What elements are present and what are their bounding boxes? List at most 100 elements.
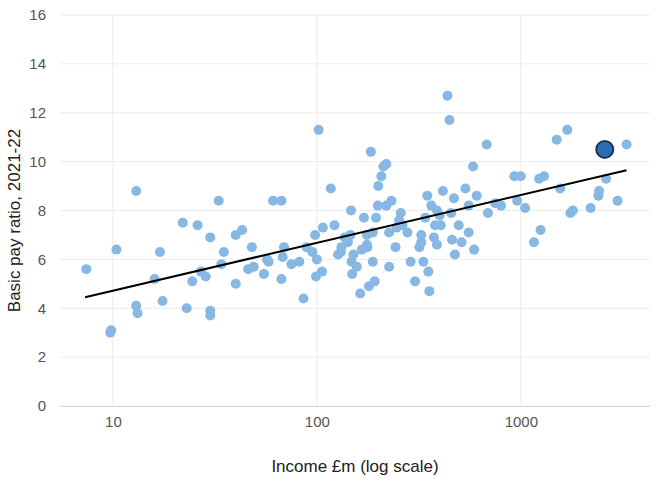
point [410, 276, 420, 286]
point [205, 232, 215, 242]
point [359, 213, 369, 223]
point [106, 325, 116, 335]
point [133, 308, 143, 318]
point [622, 140, 632, 150]
grid-line [316, 15, 317, 406]
chart: 10 100 1000 0 2 4 6 8 10 12 14 16 Income £m (log sca… [0, 0, 667, 490]
x-axis-title: Income £m (log scale) [271, 457, 438, 476]
point [299, 293, 309, 303]
point [259, 269, 269, 279]
point [520, 203, 530, 213]
y-tick-label: 14 [29, 55, 46, 72]
point [418, 257, 428, 267]
point [346, 206, 356, 216]
point [205, 311, 215, 321]
point [529, 237, 539, 247]
point [178, 218, 188, 228]
x-axis-line [61, 406, 651, 407]
point [276, 274, 286, 284]
point [318, 223, 328, 233]
y-tick: 2 [38, 348, 60, 365]
y-tick: 0 [38, 397, 60, 414]
point [131, 186, 141, 196]
y-tick: 4 [38, 300, 60, 317]
x-tick: 10 [105, 406, 122, 430]
x-tick: 100 [305, 406, 330, 430]
point [326, 184, 336, 194]
point [422, 191, 432, 201]
grid [60, 15, 650, 406]
point [182, 303, 192, 313]
y-axis-title: Basic pay ratio, 2021-22 [5, 129, 24, 312]
point [355, 289, 365, 299]
point [423, 267, 433, 277]
point [214, 196, 224, 206]
point [329, 220, 339, 230]
point [81, 264, 91, 274]
point [366, 147, 376, 157]
grid-line [60, 406, 650, 407]
point [373, 181, 383, 191]
point [483, 208, 493, 218]
grid-line [60, 15, 650, 16]
y-tick: 12 [29, 104, 60, 121]
point [406, 257, 416, 267]
point [368, 257, 378, 267]
highlight-point [596, 141, 613, 158]
y-tick: 10 [29, 153, 60, 170]
point [201, 271, 211, 281]
point [552, 135, 562, 145]
point [348, 249, 358, 259]
grid-line [60, 357, 650, 358]
point [219, 247, 229, 257]
point [314, 125, 324, 135]
point [460, 184, 470, 194]
point [539, 171, 549, 181]
point [278, 252, 288, 262]
y-tick: 6 [38, 251, 60, 268]
point [193, 220, 203, 230]
x-tick: 1000 [505, 406, 538, 430]
y-tick-label: 10 [29, 153, 46, 170]
point [362, 242, 372, 252]
point [231, 279, 241, 289]
point [450, 249, 460, 259]
point [294, 257, 304, 267]
point [249, 262, 259, 272]
point [454, 220, 464, 230]
point [264, 257, 274, 267]
point [370, 276, 380, 286]
point [371, 213, 381, 223]
point [438, 186, 448, 196]
point [384, 262, 394, 272]
y-axis-line [60, 16, 61, 407]
y-tick: 14 [29, 55, 60, 72]
x-tick-label: 100 [305, 413, 330, 430]
point [536, 225, 546, 235]
point [447, 235, 457, 245]
x-tick-label: 10 [105, 413, 122, 430]
point [396, 208, 406, 218]
point [468, 162, 478, 172]
point [436, 220, 446, 230]
point [457, 237, 467, 247]
point [391, 242, 401, 252]
point [496, 201, 506, 211]
point [310, 230, 320, 240]
point [469, 245, 479, 255]
point [237, 225, 247, 235]
y-tick-label: 4 [38, 300, 46, 317]
y-tick: 8 [38, 202, 60, 219]
point [516, 171, 526, 181]
point [586, 203, 596, 213]
x-axis: 10 100 1000 [61, 406, 651, 430]
point [482, 140, 492, 150]
point [568, 206, 578, 216]
point [445, 115, 455, 125]
y-tick-label: 0 [38, 397, 46, 414]
point [416, 230, 426, 240]
point [312, 254, 322, 264]
point [158, 296, 168, 306]
x-tick-label: 1000 [505, 413, 538, 430]
y-tick: 16 [29, 6, 60, 23]
